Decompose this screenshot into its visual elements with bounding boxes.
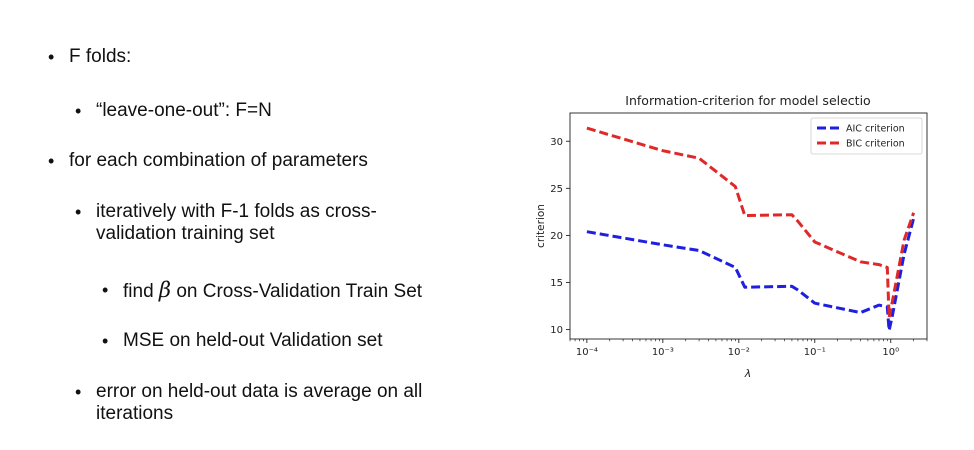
bullet-text-line1: error on held-out data is average on all <box>96 381 423 402</box>
criterion-chart: Information-criterion for model selectio… <box>535 93 928 380</box>
x-tick-label: 10⁰ <box>882 347 899 358</box>
bullet-dot-icon: • <box>48 47 55 67</box>
bullet-dot-icon: • <box>102 331 109 351</box>
bullet-text-line1: iteratively with F-1 folds as cross- <box>96 201 377 222</box>
bullet-error: • error on held-out data is average on a… <box>75 381 423 425</box>
bullet-text-suffix: on Cross-Validation Train Set <box>176 281 423 302</box>
bullet-text: F folds: <box>69 46 132 67</box>
x-tick-label: 10⁻² <box>728 347 750 358</box>
series-line-aic <box>586 218 916 332</box>
bullet-dot-icon: • <box>102 280 109 300</box>
bullet-dot-icon: • <box>48 151 55 171</box>
bullet-text: for each combination of parameters <box>69 150 368 171</box>
bullet-text: “leave-one-out”: F=N <box>96 100 272 121</box>
y-tick-label: 25 <box>550 184 563 195</box>
beta-symbol: β <box>158 278 172 302</box>
x-axis-label: λ <box>744 367 752 380</box>
y-tick-label: 10 <box>550 325 563 336</box>
x-tick-label: 10⁻¹ <box>804 347 826 358</box>
bullet-text: MSE on held-out Validation set <box>123 330 383 351</box>
x-tick-label: 10⁻³ <box>652 347 674 358</box>
x-tick-label: 10⁻⁴ <box>576 347 598 358</box>
bullet-dot-icon: • <box>75 101 82 121</box>
bullet-text-line2: validation training set <box>96 223 275 244</box>
legend-label: AIC criterion <box>846 124 905 135</box>
bullet-leave-one-out: • “leave-one-out”: F=N <box>75 100 272 122</box>
bullet-text-prefix: find <box>123 281 154 302</box>
bullet-f-folds: • F folds: <box>48 46 132 68</box>
plot-frame <box>569 112 928 340</box>
bullet-dot-icon: • <box>75 202 82 222</box>
y-axis-label: criterion <box>535 204 547 248</box>
series-lines <box>586 126 916 332</box>
bullet-mse: • MSE on held-out Validation set <box>102 330 383 352</box>
bullet-find-beta: • find β on Cross-Validation Train Set <box>102 278 423 303</box>
legend: AIC criterion BIC criterion <box>810 117 923 155</box>
y-tick-label: 15 <box>550 278 563 289</box>
axes: 10 15 20 25 30 10⁻⁴ 10⁻³ 10⁻² 10⁻¹ 10⁰ <box>550 137 928 358</box>
chart-title: Information-criterion for model selectio <box>625 93 870 108</box>
bullet-for-each: • for each combination of parameters <box>48 150 368 172</box>
y-tick-label: 20 <box>550 231 563 242</box>
bullet-list: • F folds: • “leave-one-out”: F=N • for … <box>48 46 423 425</box>
bullet-iteratively: • iteratively with F-1 folds as cross- v… <box>75 201 377 245</box>
series-line-bic <box>586 126 916 319</box>
y-tick-label: 30 <box>550 137 563 148</box>
legend-label: BIC criterion <box>846 139 905 150</box>
chart-container: Information-criterion for model selectio… <box>530 88 950 388</box>
bullet-text-line2: iterations <box>96 403 174 424</box>
bullet-dot-icon: • <box>75 382 82 402</box>
